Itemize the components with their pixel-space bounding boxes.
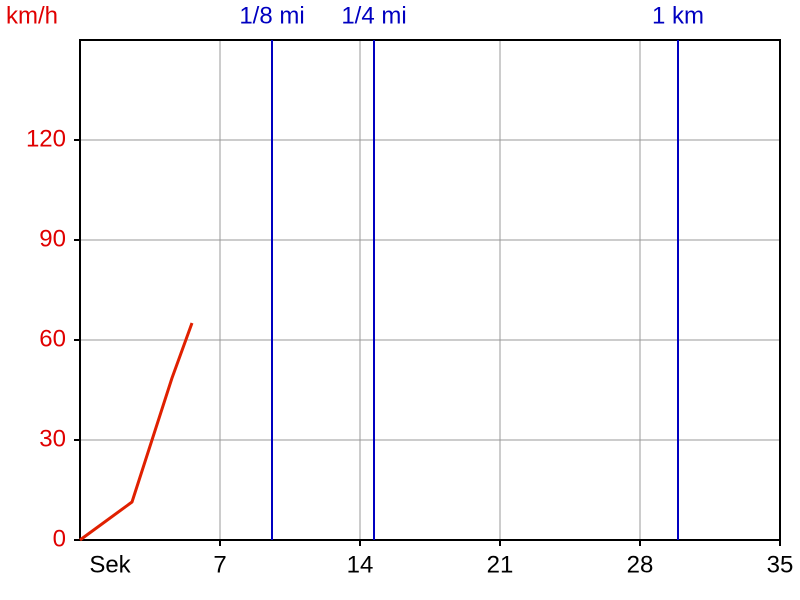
y-tick-label: 120 bbox=[26, 125, 66, 152]
y-tick-label: 0 bbox=[53, 525, 66, 552]
x-axis-label: Sek bbox=[89, 551, 131, 578]
distance-label: 1/4 mi bbox=[341, 2, 406, 29]
speed-line bbox=[79, 322, 194, 542]
y-tick-label: 90 bbox=[39, 225, 66, 252]
distance-label: 1 km bbox=[652, 2, 704, 29]
x-tick-label: 35 bbox=[767, 551, 794, 578]
x-tick-label: 28 bbox=[627, 551, 654, 578]
y-tick-label: 30 bbox=[39, 425, 66, 452]
y-tick-label: 60 bbox=[39, 325, 66, 352]
distance-label: 1/8 mi bbox=[239, 2, 304, 29]
x-tick-label: 7 bbox=[213, 551, 226, 578]
plot-frame bbox=[79, 39, 781, 541]
x-tick-label: 21 bbox=[487, 551, 514, 578]
x-tick-label: 14 bbox=[347, 551, 374, 578]
y-axis-label: km/h bbox=[6, 2, 58, 29]
